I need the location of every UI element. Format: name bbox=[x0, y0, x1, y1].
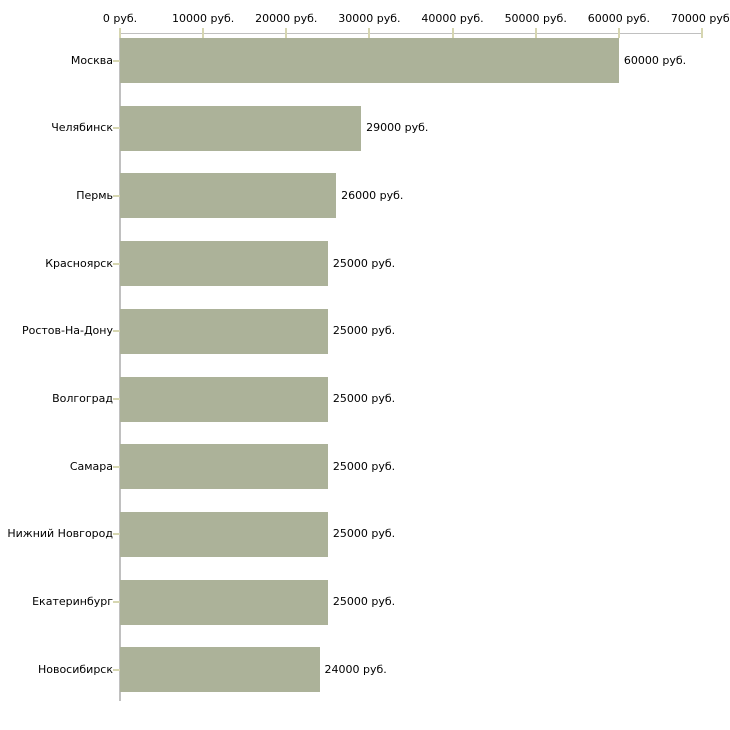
y-tick-mark bbox=[113, 330, 120, 333]
y-tick-mark bbox=[113, 465, 120, 468]
value-label: 26000 руб. bbox=[341, 188, 404, 202]
bar bbox=[120, 308, 328, 354]
bar bbox=[120, 38, 619, 83]
x-tick-mark bbox=[285, 28, 288, 38]
x-tick-mark bbox=[202, 28, 205, 38]
bar bbox=[120, 647, 320, 693]
y-tick-mark bbox=[113, 59, 120, 62]
x-tick-label: 40000 руб. bbox=[421, 12, 484, 25]
value-label: 25000 руб. bbox=[332, 595, 396, 609]
bar bbox=[120, 444, 328, 490]
y-tick-mark bbox=[113, 262, 120, 265]
x-tick-mark bbox=[701, 28, 703, 38]
y-tick-mark bbox=[113, 668, 120, 671]
y-tick-mark bbox=[113, 601, 120, 604]
bar bbox=[120, 173, 337, 219]
category-label: Челябинск bbox=[51, 121, 113, 135]
value-label: 60000 руб. bbox=[623, 53, 687, 67]
category-label: Нижний Новгород bbox=[7, 527, 113, 541]
x-tick-label: 50000 руб. bbox=[504, 12, 567, 25]
category-label: Самара bbox=[69, 459, 113, 473]
value-label: 25000 руб. bbox=[332, 392, 396, 405]
category-label: Волгоград bbox=[52, 392, 113, 405]
bar bbox=[120, 241, 328, 287]
value-label: 25000 руб. bbox=[332, 527, 396, 541]
x-tick-mark bbox=[368, 28, 371, 38]
value-label: 29000 руб. bbox=[366, 121, 429, 135]
bar bbox=[120, 511, 328, 557]
x-tick-label: 70000 руб. bbox=[670, 12, 730, 25]
y-tick-mark bbox=[113, 127, 120, 130]
bar bbox=[120, 105, 362, 151]
category-label: Екатеринбург bbox=[32, 595, 113, 609]
y-tick-mark bbox=[113, 194, 120, 197]
x-tick-mark bbox=[534, 28, 537, 38]
x-tick-label: 10000 руб. bbox=[172, 12, 235, 25]
bar bbox=[120, 579, 328, 625]
y-tick-mark bbox=[113, 398, 120, 400]
category-label: Пермь bbox=[76, 188, 113, 202]
category-label: Москва bbox=[70, 53, 113, 67]
category-label: Новосибирск bbox=[37, 662, 113, 676]
x-tick-label: 60000 руб. bbox=[587, 12, 650, 25]
value-label: 25000 руб. bbox=[332, 256, 396, 270]
y-axis-line bbox=[119, 33, 121, 701]
x-tick-mark bbox=[451, 28, 454, 38]
y-tick-mark bbox=[113, 533, 120, 536]
x-tick-label: 0 руб. bbox=[102, 12, 138, 25]
x-tick-mark bbox=[119, 28, 121, 38]
category-label: Ростов-На-Дону bbox=[21, 324, 113, 338]
x-tick-label: 30000 руб. bbox=[338, 12, 401, 25]
category-label: Красноярск bbox=[45, 256, 113, 270]
x-tick-mark bbox=[617, 28, 620, 38]
x-tick-label: 20000 руб. bbox=[255, 12, 318, 25]
value-label: 24000 руб. bbox=[324, 662, 387, 676]
bar bbox=[120, 376, 328, 422]
value-label: 25000 руб. bbox=[332, 459, 396, 473]
x-axis-line bbox=[120, 33, 702, 34]
value-label: 25000 руб. bbox=[332, 324, 396, 338]
